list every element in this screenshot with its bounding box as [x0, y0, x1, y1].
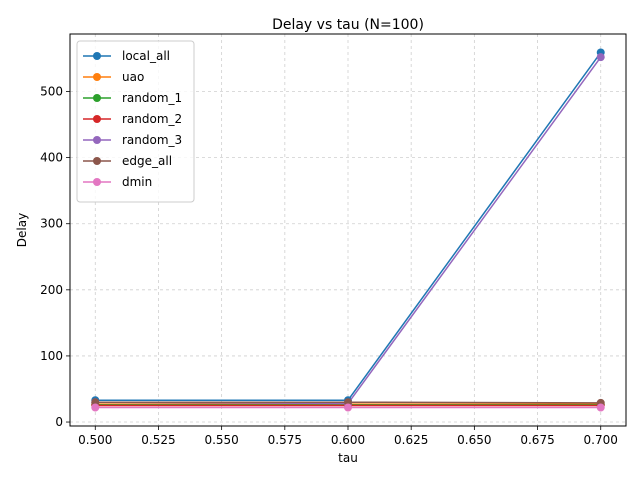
- y-axis-label: Delay: [15, 213, 29, 247]
- legend-label: dmin: [122, 175, 152, 189]
- legend-label: random_3: [122, 133, 182, 147]
- x-tick-label: 0.600: [331, 433, 365, 447]
- data-point-dmin: [344, 403, 352, 412]
- legend-marker: [93, 136, 101, 144]
- y-tick-label: 500: [40, 85, 63, 99]
- legend-label: edge_all: [122, 154, 172, 168]
- chart-title: Delay vs tau (N=100): [272, 17, 424, 33]
- legend-item-local_all: local_all: [83, 49, 170, 63]
- legend-item-random_2: random_2: [83, 112, 182, 126]
- x-tick-label: 0.500: [78, 433, 112, 447]
- data-point-dmin: [91, 403, 100, 412]
- data-point-random_3: [596, 53, 605, 62]
- y-tick-label: 100: [40, 349, 63, 363]
- legend-marker: [93, 157, 101, 165]
- legend-marker: [93, 94, 101, 102]
- x-tick-label: 0.625: [394, 433, 428, 447]
- x-tick-label: 0.575: [268, 433, 302, 447]
- legend-marker: [93, 178, 101, 186]
- legend-item-dmin: dmin: [83, 175, 152, 189]
- series-dmin: [91, 403, 605, 412]
- legend-item-random_3: random_3: [83, 133, 182, 147]
- y-tick-label: 200: [40, 283, 63, 297]
- legend-item-uao: uao: [83, 70, 144, 84]
- legend-item-random_1: random_1: [83, 91, 182, 105]
- x-tick-label: 0.675: [520, 433, 554, 447]
- x-tick-label: 0.525: [141, 433, 175, 447]
- legend-label: random_2: [122, 112, 182, 126]
- legend-label: random_1: [122, 91, 182, 105]
- x-tick-label: 0.650: [457, 433, 491, 447]
- legend-marker: [93, 73, 101, 81]
- x-axis-label: tau: [338, 451, 358, 465]
- legend-marker: [93, 52, 101, 60]
- plot-area: [91, 48, 605, 412]
- y-tick-label: 400: [40, 151, 63, 165]
- legend-label: local_all: [122, 49, 170, 63]
- grid: [70, 34, 626, 426]
- legend-label: uao: [122, 70, 144, 84]
- legend-marker: [93, 115, 101, 123]
- x-tick-label: 0.700: [584, 433, 618, 447]
- legend-item-edge_all: edge_all: [83, 154, 172, 168]
- y-tick-label: 0: [55, 415, 63, 429]
- x-tick-label: 0.550: [204, 433, 238, 447]
- data-point-dmin: [596, 403, 605, 412]
- y-axis: 0 100 200 300 400 500: [40, 85, 70, 429]
- x-axis: 0.500 0.525 0.550 0.575 0.600 0.625 0.650 0.675…: [78, 426, 618, 447]
- y-tick-label: 300: [40, 217, 63, 231]
